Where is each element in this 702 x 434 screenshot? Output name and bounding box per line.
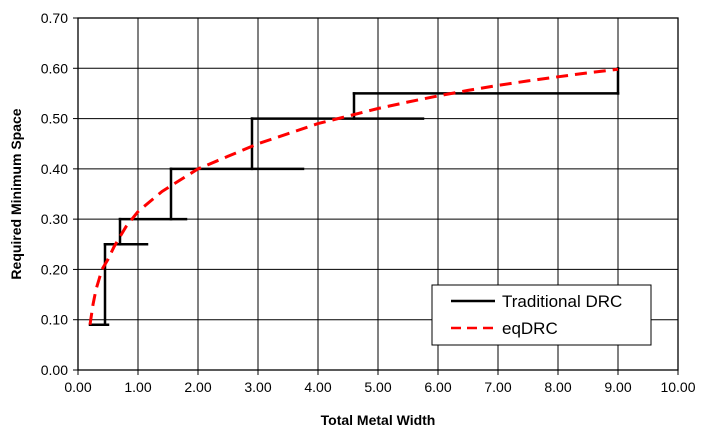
y-tick-label: 0.20 (41, 261, 68, 277)
y-tick-label: 0.40 (41, 161, 68, 177)
legend-label-traditional-drc: Traditional DRC (502, 292, 622, 311)
eqdrc-line (88, 67, 619, 325)
y-tick-label: 0.60 (41, 60, 68, 76)
x-axis-ticks: 0.00 1.00 2.00 3.00 4.00 5.00 6.00 7.00 8.00 9.00… (64, 370, 696, 395)
legend: Traditional DRC eqDRC (431, 284, 652, 346)
x-tick-label: 9.00 (604, 379, 631, 395)
y-tick-label: 0.10 (41, 312, 68, 328)
y-tick-label: 0.70 (41, 10, 68, 26)
legend-box (431, 284, 652, 346)
x-tick-label: 4.00 (304, 379, 331, 395)
x-tick-label: 10.00 (660, 379, 695, 395)
legend-label-eqdrc: eqDRC (502, 319, 558, 338)
x-tick-label: 1.00 (124, 379, 151, 395)
x-tick-label: 0.00 (64, 379, 91, 395)
x-tick-label: 8.00 (544, 379, 571, 395)
y-axis-ticks: 0.00 0.10 0.20 0.30 0.40 0.50 0.60 0.70 (41, 10, 78, 378)
x-tick-label: 2.00 (184, 379, 211, 395)
series-layer (88, 67, 620, 326)
y-axis-title: Required Minimum Space (8, 108, 24, 279)
y-tick-label: 0.30 (41, 211, 68, 227)
x-tick-label: 3.00 (244, 379, 271, 395)
x-tick-label: 7.00 (484, 379, 511, 395)
y-tick-label: 0.50 (41, 111, 68, 127)
y-tick-label: 0.00 (41, 362, 68, 378)
x-axis-title: Total Metal Width (321, 412, 436, 428)
x-tick-label: 6.00 (424, 379, 451, 395)
x-tick-label: 5.00 (364, 379, 391, 395)
